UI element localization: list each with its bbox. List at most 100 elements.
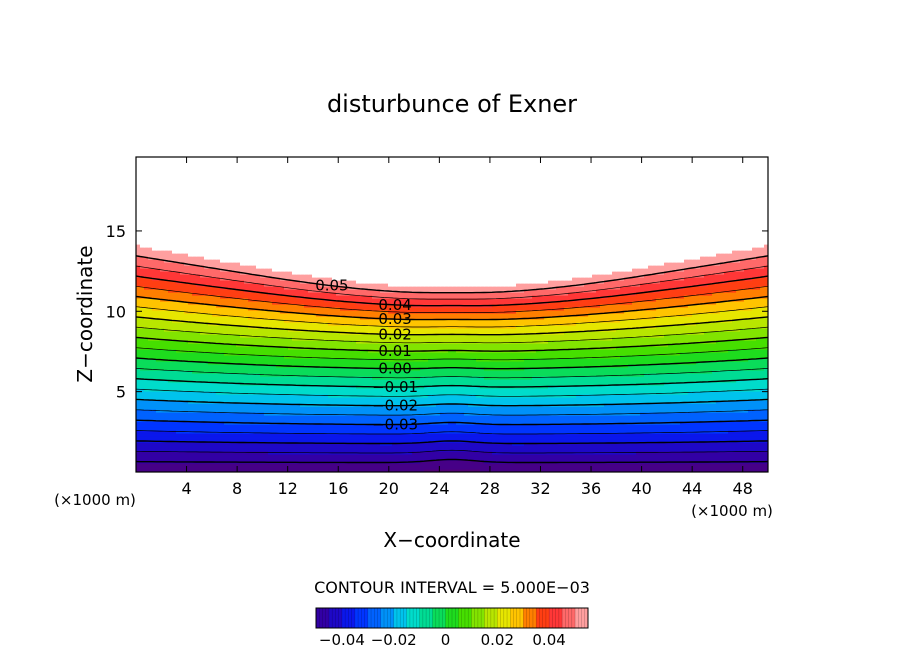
field-cell (488, 409, 493, 413)
field-cell (692, 424, 697, 428)
field-cell (596, 430, 601, 434)
field-cell (728, 406, 733, 410)
field-cell (152, 403, 157, 407)
field-cell (704, 424, 709, 428)
field-cell (700, 409, 705, 413)
field-cell (376, 436, 381, 440)
field-cell (520, 427, 525, 431)
field-cell (412, 445, 417, 449)
field-cell (164, 436, 169, 440)
field-cell (224, 415, 229, 419)
field-cell (504, 466, 509, 470)
field-cell (500, 445, 505, 449)
field-cell (496, 424, 501, 428)
field-cell (448, 460, 453, 464)
field-cell (412, 397, 417, 401)
field-cell (404, 406, 409, 410)
field-cell (156, 442, 161, 446)
field-cell (592, 400, 597, 404)
field-cell (308, 454, 313, 458)
field-cell (392, 397, 397, 401)
field-cell (680, 466, 685, 470)
field-cell (604, 379, 609, 383)
field-cell (256, 433, 261, 437)
field-cell (540, 391, 545, 395)
field-cell (648, 433, 653, 437)
field-cell (464, 451, 469, 455)
field-cell (640, 400, 645, 404)
field-cell (372, 397, 377, 401)
field-cell (156, 376, 161, 380)
field-cell (284, 388, 289, 392)
field-cell (664, 457, 669, 461)
field-cell (212, 379, 217, 383)
field-cell (656, 409, 661, 413)
field-cell (616, 463, 621, 467)
field-cell (468, 442, 473, 446)
field-cell (280, 382, 285, 386)
field-cell (620, 394, 625, 398)
field-cell (476, 421, 481, 425)
field-cell (284, 385, 289, 389)
field-cell (608, 394, 613, 398)
field-cell (344, 388, 349, 392)
field-cell (740, 442, 745, 446)
field-cell (520, 382, 525, 386)
field-cell (352, 406, 357, 410)
field-cell (296, 448, 301, 452)
field-cell (252, 424, 257, 428)
field-cell (364, 457, 369, 461)
field-cell (236, 376, 241, 380)
field-cell (580, 388, 585, 392)
field-cell (356, 466, 361, 470)
field-cell (312, 379, 317, 383)
field-cell (712, 391, 717, 395)
field-cell (276, 385, 281, 389)
field-cell (484, 463, 489, 467)
field-cell (224, 469, 229, 472)
field-cell (292, 388, 297, 392)
field-cell (396, 469, 401, 472)
field-cell (144, 445, 149, 449)
field-cell (540, 421, 545, 425)
field-cell (136, 379, 141, 383)
field-cell (484, 454, 489, 458)
field-cell (424, 376, 429, 380)
field-cell (448, 451, 453, 455)
field-cell (156, 448, 161, 452)
field-cell (464, 454, 469, 458)
field-cell (624, 409, 629, 413)
field-cell (532, 445, 537, 449)
field-cell (300, 424, 305, 428)
field-cell (328, 457, 333, 461)
field-cell (420, 391, 425, 395)
field-cell (672, 415, 677, 419)
field-cell (436, 445, 441, 449)
field-cell (252, 397, 257, 401)
field-cell (544, 454, 549, 458)
field-cell (224, 436, 229, 440)
field-cell (344, 412, 349, 416)
field-cell (540, 445, 545, 449)
field-cell (688, 433, 693, 437)
field-cell (580, 445, 585, 449)
field-cell (668, 427, 673, 431)
field-cell (168, 391, 173, 395)
field-cell (304, 448, 309, 452)
field-cell (284, 457, 289, 461)
field-cell (168, 397, 173, 401)
field-cell (188, 379, 193, 383)
field-cell (456, 388, 461, 392)
field-cell (248, 451, 253, 455)
field-cell (380, 391, 385, 395)
field-cell (352, 379, 357, 383)
field-cell (680, 457, 685, 461)
field-cell (356, 379, 361, 383)
field-cell (536, 454, 541, 458)
field-cell (296, 430, 301, 434)
field-cell (376, 406, 381, 410)
field-cell (716, 439, 721, 443)
field-cell (640, 406, 645, 410)
field-cell (508, 388, 513, 392)
field-cell (744, 415, 749, 419)
